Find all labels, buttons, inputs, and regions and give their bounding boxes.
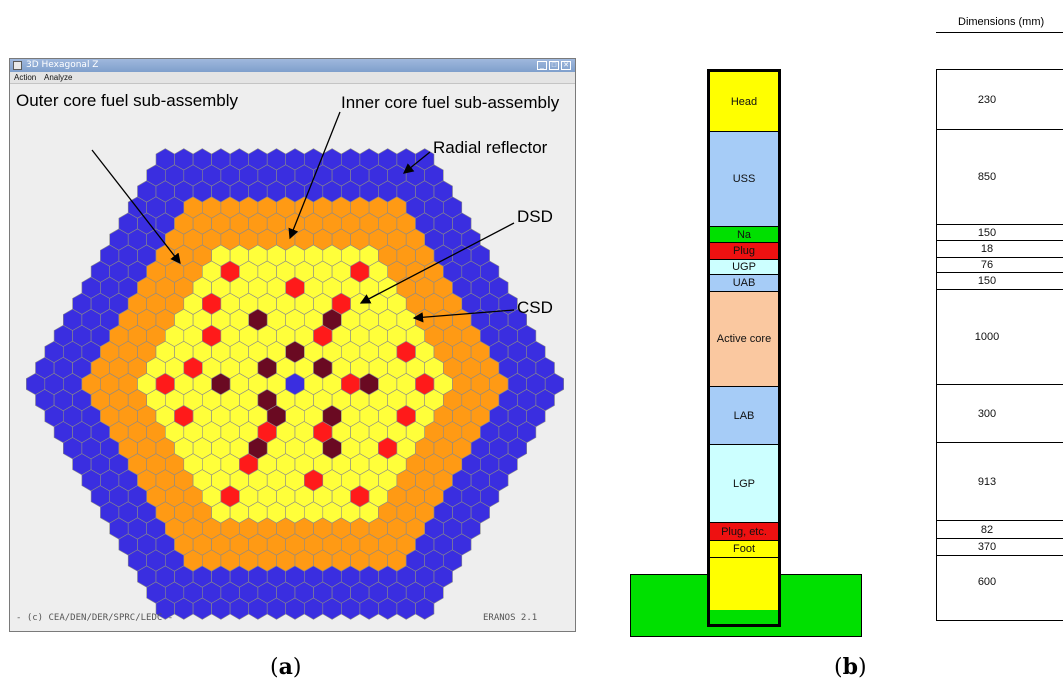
dimension-value: 150 — [937, 273, 1063, 290]
segment-head: Head — [710, 72, 778, 132]
caption-a: (a) — [270, 654, 302, 680]
dimension-value: 150 — [937, 225, 1063, 241]
dimension-value: 82 — [937, 521, 1063, 539]
segment-foot: Foot — [710, 541, 778, 558]
app-icon — [13, 61, 22, 70]
label-csd: CSD — [517, 298, 553, 317]
menu-action[interactable]: Action — [14, 73, 37, 82]
segment-foot-base — [710, 558, 778, 610]
label-outer-core: Outer core fuel sub-assembly — [16, 91, 239, 110]
dimension-value: 370 — [937, 539, 1063, 556]
dimension-value: 913 — [937, 443, 1063, 521]
segment-lgp: LGP — [710, 445, 778, 523]
segment-lab: LAB — [710, 387, 778, 445]
dimensions-header: Dimensions (mm) — [936, 12, 1063, 33]
window-title: 3D Hexagonal Z — [26, 60, 99, 70]
menu-analyze[interactable]: Analyze — [44, 73, 73, 82]
fuel-assembly-hex — [544, 372, 565, 396]
segment-active-core: Active core — [710, 292, 778, 387]
sub-assembly-column: Head USS Na Plug UGP UAB Active core LAB LGP Plug… — [707, 69, 781, 627]
minimize-icon[interactable]: _ — [537, 61, 547, 70]
dimension-value: 18 — [937, 241, 1063, 258]
copyright-footer: - (c) CEA/DEN/DER/SPRC/LEDC - — [16, 613, 174, 623]
dimension-value: 850 — [937, 130, 1063, 225]
dimension-value: 300 — [937, 385, 1063, 443]
dimension-value: 1000 — [937, 290, 1063, 385]
segment-uab: UAB — [710, 275, 778, 292]
label-dsd: DSD — [517, 207, 553, 226]
label-inner-core: Inner core fuel sub-assembly — [341, 93, 560, 112]
hex-core-map — [25, 148, 565, 620]
menu-bar: Action Analyze — [10, 72, 575, 84]
dimension-value: 230 — [937, 70, 1063, 130]
segment-plug-etc: Plug, etc. — [710, 523, 778, 541]
dimensions-table: 230 850 150 18 76 150 1000 300 913 82 370 600 — [936, 69, 1063, 621]
window-titlebar[interactable]: 3D Hexagonal Z _ □ ✕ — [10, 59, 575, 72]
dimension-value: 600 — [977, 576, 997, 588]
segment-uss: USS — [710, 132, 778, 227]
segment-plug: Plug — [710, 243, 778, 260]
segment-na: Na — [710, 227, 778, 243]
close-icon[interactable]: ✕ — [561, 61, 571, 70]
maximize-icon[interactable]: □ — [549, 61, 559, 70]
caption-b: (b) — [834, 654, 867, 680]
version-footer: ERANOS 2.1 — [483, 613, 538, 623]
label-radial-reflector: Radial reflector — [433, 138, 548, 157]
segment-ugp: UGP — [710, 260, 778, 275]
dimension-value: 76 — [937, 258, 1063, 273]
core-map-canvas: - (c) CEA/DEN/DER/SPRC/LEDC - ERANOS 2.1 — [10, 84, 575, 631]
